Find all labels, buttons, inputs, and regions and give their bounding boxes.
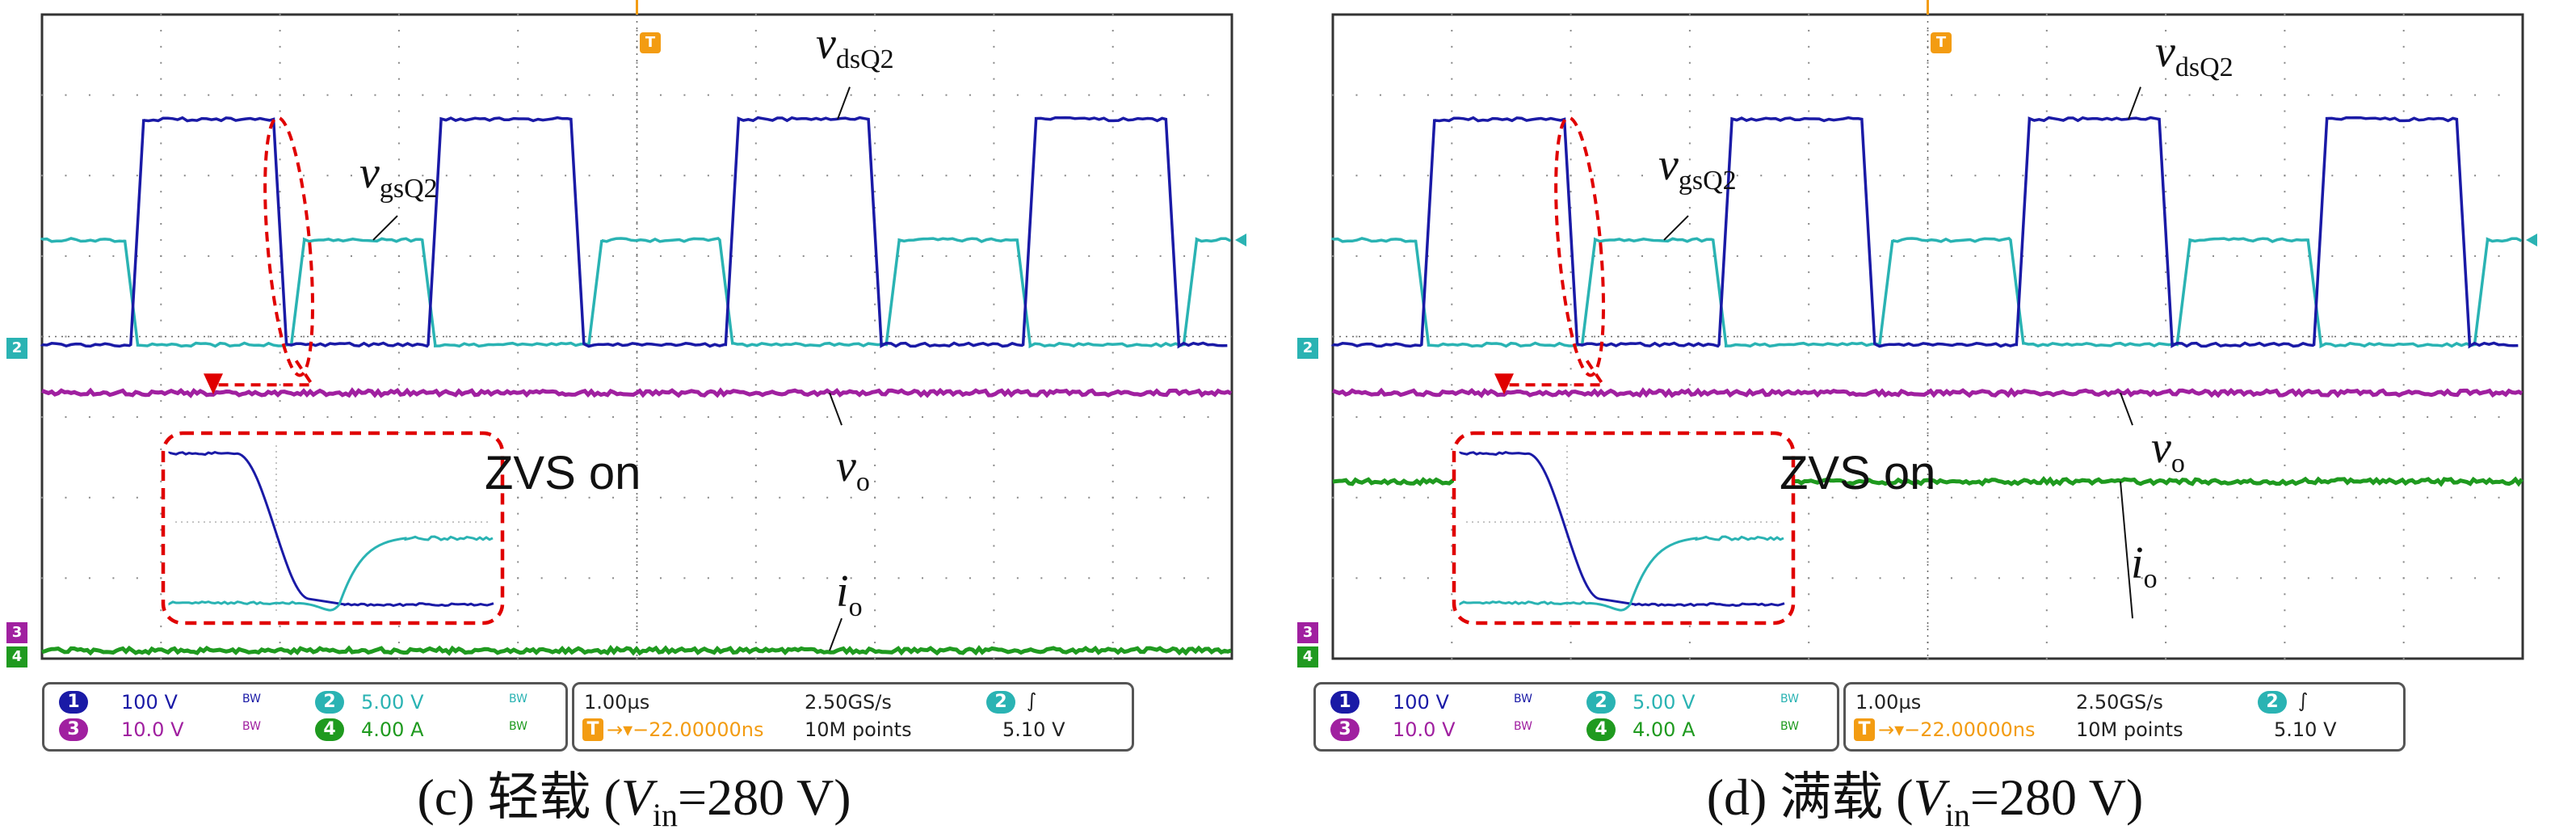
zoom-arrow-head xyxy=(204,373,223,395)
lead-vo xyxy=(829,392,843,426)
ch1-scale: 100 V xyxy=(121,691,178,714)
io-trace xyxy=(41,644,1232,656)
vo-trace xyxy=(41,387,1233,398)
ch2-scale: 5.00 V xyxy=(1633,691,1696,714)
trigger-chip: T xyxy=(582,718,603,741)
lead-vo xyxy=(2120,392,2133,426)
timebase-box: 1.00µs 2.50GS/s 2 ∫ T →▾−22.00000ns 10M … xyxy=(1843,682,2406,752)
panel-caption: (d) 满载 (Vin=280 V) xyxy=(1706,769,2144,833)
ch2-level-arrow xyxy=(1235,233,1246,246)
trigger-offset: →▾−22.00000ns xyxy=(607,718,764,741)
record-length: 10M points xyxy=(2076,718,2183,741)
ch3-chip: 3 xyxy=(1330,718,1359,741)
ch3-scale: 10.0 V xyxy=(121,718,184,741)
ch2-level-arrow xyxy=(2526,233,2537,246)
zvs-label: ZVS on xyxy=(1780,447,1936,499)
ch3-bw-icon: BW xyxy=(1514,720,1532,733)
zvs-label: ZVS on xyxy=(485,447,641,499)
label-vo: vo xyxy=(836,441,870,498)
trigger-chip: T xyxy=(1854,718,1875,741)
channel-settings-box: 1 100 V BW 2 5.00 V BW 3 10.0 V BW 4 4.0… xyxy=(1313,682,1839,752)
ch2-bw-icon: BW xyxy=(509,693,527,705)
zvs-edge-highlight xyxy=(263,116,314,377)
ch3-ground-marker: 3 xyxy=(1297,622,1318,643)
ch1-chip: 1 xyxy=(59,691,88,714)
ch4-bw-icon: BW xyxy=(509,720,527,733)
lead-vgs xyxy=(372,215,398,241)
zoom-vds-trace xyxy=(1459,451,1785,608)
ch3-ground-marker: 3 xyxy=(6,622,27,643)
ch2-chip: 2 xyxy=(315,691,344,714)
label-vds: vdsQ2 xyxy=(2155,27,2234,83)
ch1-scale: 100 V xyxy=(1393,691,1449,714)
timebase: 1.00µs xyxy=(584,691,650,714)
ch4-scale: 4.00 A xyxy=(1633,718,1696,741)
zvs-edge-highlight xyxy=(1554,116,1605,377)
trigger-source-chip: 2 xyxy=(2258,691,2287,714)
ch1-chip: 1 xyxy=(1330,691,1359,714)
label-vgs: vgsQ2 xyxy=(1658,140,1737,196)
ch2-bw-icon: BW xyxy=(1780,693,1799,705)
trigger-level: 5.10 V xyxy=(2274,718,2337,741)
oscilloscope-screen-d xyxy=(1331,0,2537,660)
zoom-box xyxy=(161,431,505,625)
vgs-trace xyxy=(40,237,1232,349)
label-io: io xyxy=(836,566,863,623)
lead-vds xyxy=(837,86,851,120)
ch4-scale: 4.00 A xyxy=(361,718,424,741)
zoom-connector xyxy=(1502,360,1607,387)
label-vds: vdsQ2 xyxy=(816,19,894,75)
ch4-ground-marker: 4 xyxy=(1297,646,1318,667)
scope-panel-d: 2 3 4 T vdsQ2 vgsQ2 vo io ZVS on 1 100 V… xyxy=(1291,0,2559,838)
ch1-bw-icon: BW xyxy=(242,693,261,705)
ch2-ground-marker: 2 xyxy=(1297,338,1318,359)
channel-settings-box: 1 100 V BW 2 5.00 V BW 3 10.0 V BW 4 4.0… xyxy=(42,682,568,752)
zoom-vgs-trace xyxy=(168,535,494,612)
ch2-ground-marker: 2 xyxy=(6,338,27,359)
timebase: 1.00µs xyxy=(1855,691,1922,714)
ch4-bw-icon: BW xyxy=(1780,720,1799,733)
ch4-chip: 4 xyxy=(1586,718,1616,741)
oscilloscope-screen-c xyxy=(40,0,1246,660)
label-vgs: vgsQ2 xyxy=(359,148,438,204)
zoom-connector xyxy=(212,360,316,387)
label-vo: vo xyxy=(2151,423,2185,479)
panel-caption: (c) 轻载 (Vin=280 V) xyxy=(417,769,851,833)
zoom-arrow-head xyxy=(1494,373,1514,395)
lead-vds xyxy=(2128,86,2141,120)
vds-trace xyxy=(40,116,1228,349)
trigger-level: 5.10 V xyxy=(1002,718,1065,741)
trigger-source-chip: 2 xyxy=(986,691,1015,714)
record-length: 10M points xyxy=(805,718,912,741)
ch3-scale: 10.0 V xyxy=(1393,718,1456,741)
timebase-box: 1.00µs 2.50GS/s 2 ∫ T →▾−22.00000ns 10M … xyxy=(572,682,1134,752)
vo-trace xyxy=(1332,387,2523,398)
lead-io xyxy=(829,617,843,651)
ch2-chip: 2 xyxy=(1586,691,1616,714)
vgs-trace xyxy=(1331,237,2523,349)
label-io: io xyxy=(2131,538,2158,595)
scope-panel-c: 2 3 4 T vdsQ2 vgsQ2 vo io ZVS on 1 100 V… xyxy=(0,0,1268,838)
ch4-ground-marker: 4 xyxy=(6,646,27,667)
ch3-chip: 3 xyxy=(59,718,88,741)
zoom-vds-trace xyxy=(168,451,494,608)
trigger-position-marker: T xyxy=(640,32,661,53)
ch1-bw-icon: BW xyxy=(1514,693,1532,705)
ch3-bw-icon: BW xyxy=(242,720,261,733)
sample-rate: 2.50GS/s xyxy=(805,691,892,714)
trigger-position-marker: T xyxy=(1931,32,1952,53)
trigger-edge-icon: ∫ xyxy=(1027,689,1037,712)
zoom-vgs-trace xyxy=(1459,535,1784,612)
lead-io xyxy=(2120,481,2133,619)
sample-rate: 2.50GS/s xyxy=(2076,691,2163,714)
trigger-edge-icon: ∫ xyxy=(2298,689,2309,712)
zoom-box xyxy=(1452,431,1796,625)
ch2-scale: 5.00 V xyxy=(361,691,424,714)
trigger-offset: →▾−22.00000ns xyxy=(1878,718,2036,741)
ch4-chip: 4 xyxy=(315,718,344,741)
vds-trace xyxy=(1331,116,2519,349)
lead-vgs xyxy=(1663,215,1689,241)
